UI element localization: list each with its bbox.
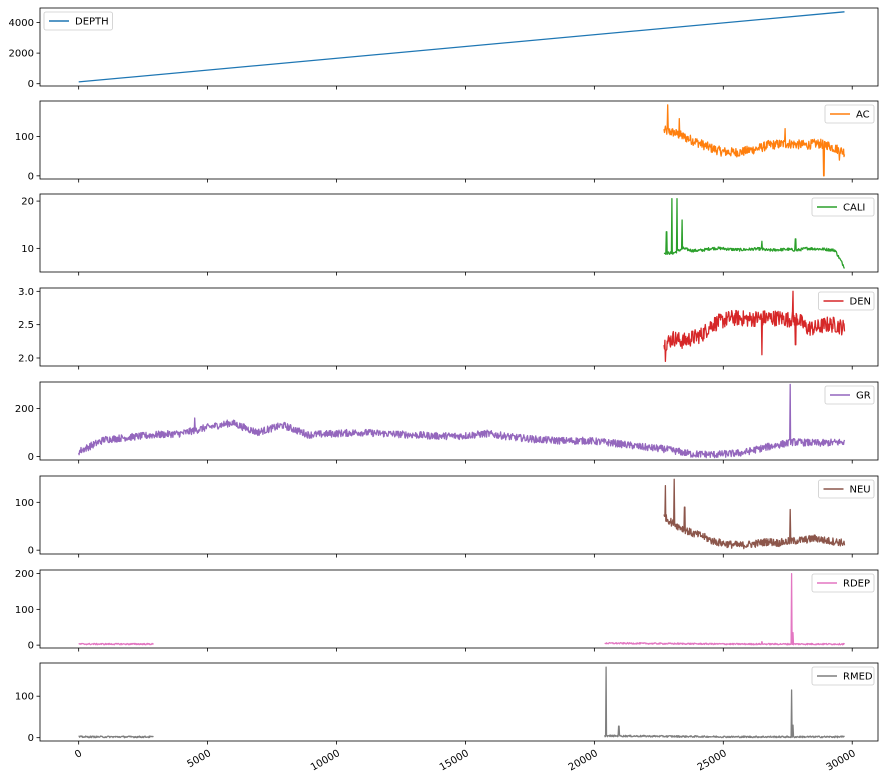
x-tick-label: 20000 [567, 748, 600, 773]
y-tick-label: 2000 [9, 49, 34, 60]
legend-label: NEU [850, 485, 871, 496]
panel-ac: 0 100 AC [15, 100, 879, 183]
legend-label: DEPTH [75, 17, 109, 28]
legend-label: DEN [850, 297, 872, 308]
legend: DEN [818, 291, 875, 311]
panel-depth: 0 2000 4000 DEPTH [9, 7, 879, 90]
x-tick-label: 5000 [186, 748, 214, 770]
axes-frame [39, 100, 879, 180]
y-tick-label: 0 [28, 546, 34, 557]
series-line-rdep-seg1 [604, 572, 845, 646]
panel-gr: 0 200 GR [15, 381, 879, 464]
y-tick-label: 0 [28, 733, 34, 744]
legend: GR [824, 385, 875, 405]
panel-den: 2.0 2.5 3.0 DEN [18, 287, 879, 370]
y-tick-label: 0 [28, 79, 34, 90]
legend-box [811, 666, 875, 686]
legend: RMED [811, 666, 875, 686]
panel-neu: 0 100 NEU [15, 475, 879, 558]
panel-rdep: 0 100 200 RDEP [15, 569, 879, 652]
legend-label: GR [856, 391, 871, 402]
axes-frame [39, 287, 879, 367]
y-tick-label: 20 [21, 197, 34, 208]
axes-frame [39, 7, 879, 87]
y-tick-label: 2.5 [18, 320, 34, 331]
y-tick-label: 3.0 [18, 287, 34, 298]
legend: DEPTH [43, 11, 113, 31]
legend: CALI [811, 197, 875, 217]
y-tick-label: 100 [15, 498, 34, 509]
x-tick-label: 10000 [309, 748, 342, 773]
legend-box [43, 11, 113, 31]
x-tick-label: 15000 [438, 748, 471, 773]
series-line-cali [663, 198, 845, 269]
x-tick-label: 0 [73, 748, 84, 761]
y-tick-label: 0 [28, 171, 34, 182]
legend: AC [824, 104, 875, 124]
series-line-rdep-seg0 [78, 642, 154, 646]
legend-label: RDEP [843, 579, 870, 590]
y-tick-label: 200 [15, 404, 34, 415]
legend-label: RMED [843, 672, 873, 683]
axes-frame [39, 193, 879, 273]
legend-box [818, 479, 875, 499]
x-tick-label: 25000 [696, 748, 729, 773]
legend-label: AC [856, 110, 870, 121]
axes-frame [39, 662, 879, 742]
y-tick-label: 10 [21, 244, 34, 255]
legend: NEU [818, 479, 875, 499]
legend-box [818, 291, 875, 311]
series-line-gr [78, 383, 846, 459]
series-line-depth [78, 11, 845, 83]
series-line-rmed-seg0 [78, 735, 154, 739]
legend: RDEP [811, 573, 875, 593]
legend-box [811, 197, 875, 217]
y-tick-label: 100 [15, 692, 34, 703]
series-line-ac [663, 104, 846, 177]
y-tick-label: 100 [15, 132, 34, 143]
series-line-den [663, 290, 846, 362]
panel-rmed: 0 100 0 5000 10000 15000 20000 25000 30000 RMED [15, 662, 879, 774]
legend-label: CALI [843, 203, 865, 214]
axes-frame [39, 569, 879, 649]
y-tick-label: 2.0 [18, 354, 34, 365]
y-tick-label: 0 [28, 641, 34, 652]
axes-frame [39, 475, 879, 555]
y-tick-label: 200 [15, 569, 34, 580]
y-tick-label: 100 [15, 605, 34, 616]
x-tick-label: 30000 [825, 748, 858, 773]
y-tick-label: 0 [28, 452, 34, 463]
series-line-neu [663, 478, 846, 550]
y-tick-label: 4000 [9, 18, 34, 29]
series-line-rmed-seg1 [604, 666, 845, 739]
legend-box [811, 573, 875, 593]
axes-frame [39, 381, 879, 461]
panel-cali: 10 20 CALI [21, 193, 879, 276]
